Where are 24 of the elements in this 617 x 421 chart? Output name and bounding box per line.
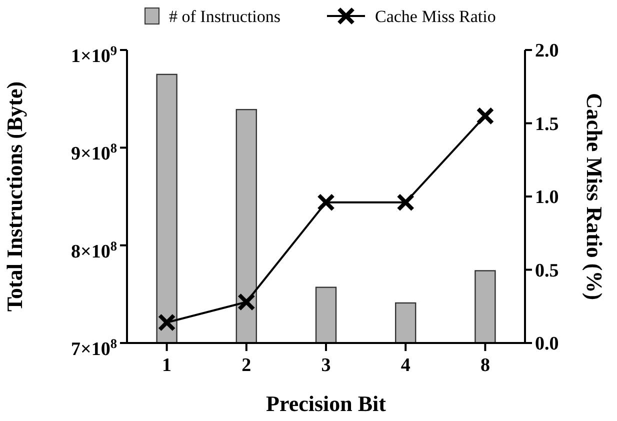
x-tick-label: 3 <box>321 355 331 376</box>
point <box>476 106 494 125</box>
point <box>317 193 335 212</box>
y-tick-label: 1×10$^{9}$ <box>71 42 118 67</box>
y-axis-title: Total Instructions (Byte) <box>2 81 27 312</box>
y2-tick-label: 0.0 <box>535 334 559 355</box>
point <box>158 313 176 332</box>
y-tick-label: 7×10$^{8}$ <box>71 336 118 360</box>
y-tick-label: 9×10$^{8}$ <box>71 140 118 165</box>
point <box>237 292 256 311</box>
x-tick-label: 8 <box>480 355 490 376</box>
y2-tick-label: 1.0 <box>535 187 559 208</box>
y2-tick-label: 2.0 <box>535 40 559 62</box>
legend-label: Cache Miss Ratio <box>375 6 496 26</box>
y2-tick-label: 1.5 <box>535 114 559 135</box>
x-tick-label: 1 <box>162 355 172 376</box>
y-tick-label: 8×10$^{8}$ <box>71 238 118 262</box>
y2-tick-label: 0.5 <box>535 260 559 282</box>
legend-label: # of Instructions <box>169 6 280 26</box>
x-tick-label: 4 <box>400 355 411 376</box>
x-tick-label: 2 <box>242 355 252 376</box>
x-axis-title: Precision Bit <box>266 391 387 416</box>
y2-axis-title: Cache Miss Ratio (%) <box>582 92 607 300</box>
point <box>396 193 415 212</box>
